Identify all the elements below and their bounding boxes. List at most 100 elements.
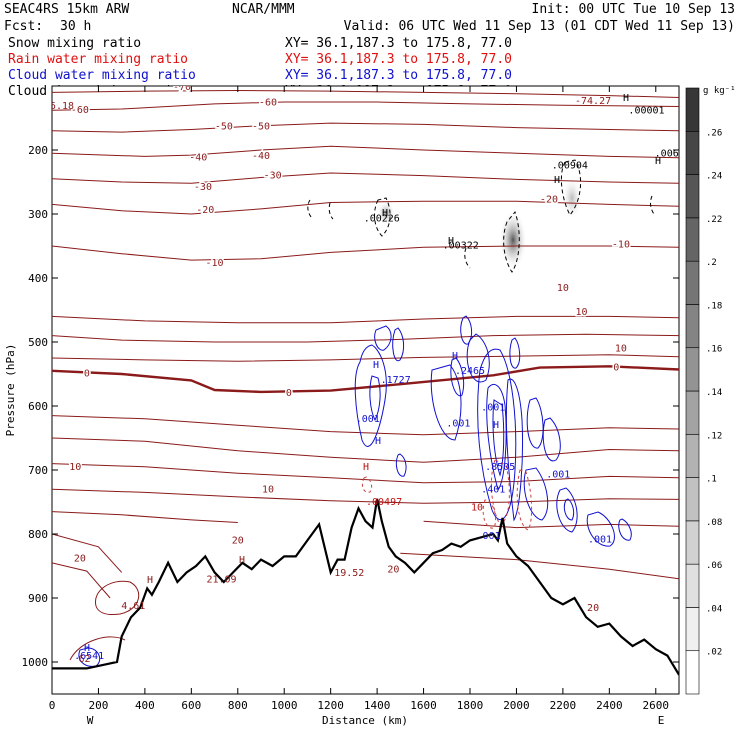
annotation-label: .2465 <box>455 366 485 377</box>
field-annotations: 66.18 62 -74.27 .00226 .00322 .00904 .0065 .000… <box>44 96 679 665</box>
colorbar-tick-label: .04 <box>706 604 722 614</box>
rain-water-contour <box>361 476 373 493</box>
annotation-label: .001 <box>356 414 380 425</box>
cloud-water-contour <box>374 325 392 351</box>
temperature-contour <box>52 245 679 261</box>
temperature-contour-label: 10 <box>262 484 274 495</box>
y-tick-label: 500 <box>28 336 48 349</box>
rain-water-contour <box>482 499 497 529</box>
x-tick-label: 1200 <box>317 699 344 712</box>
colorbar-segment <box>685 650 700 695</box>
colorbar-unit: g kg⁻¹ <box>703 86 736 96</box>
annotation-label: 4.61 <box>121 601 145 612</box>
temperature-contour-label: -40 <box>252 151 270 162</box>
field-name: Cloud water mixing ratio <box>8 68 196 83</box>
max-marker: H <box>382 208 388 219</box>
x-axis-label: Distance (km) <box>322 714 408 727</box>
colorbar-segment <box>685 433 700 478</box>
colorbar-segment <box>685 390 700 435</box>
temperature-contour-label: 10 <box>615 344 627 355</box>
max-marker: H <box>84 643 90 654</box>
x-tick-label: 1800 <box>457 699 484 712</box>
temperature-contour-label: -30 <box>194 182 212 193</box>
colorbar-tick-label: .18 <box>706 301 722 311</box>
cloud-water-contour <box>556 487 578 533</box>
colorbar-tick-label: .12 <box>706 431 722 441</box>
x-tick-label: 400 <box>135 699 155 712</box>
annotation-label: .6541 <box>74 651 104 662</box>
axes: 0 200 400 600 800 1000 1200 1400 1600 1800 2000 220… <box>22 85 679 712</box>
max-marker: H <box>623 93 629 104</box>
snow-patch <box>377 201 395 225</box>
annotation-label: .00226 <box>364 214 400 225</box>
temperature-contour-label: 20 <box>387 564 399 575</box>
snow-patch <box>562 176 582 220</box>
temperature-contour-label: -20 <box>196 205 214 216</box>
snow-core <box>499 210 527 270</box>
plot-content: -70 -60 -60 -50 -50 -40 -40 -30 -30 -20 -20 -10 -10 0… <box>44 86 679 676</box>
temperature-contours: -70 -60 -60 -50 -50 -40 -40 -30 -30 -20 -20 -10 -10 0… <box>52 86 679 661</box>
cloud-water-contour <box>563 498 575 521</box>
y-tick-label: 900 <box>28 592 48 605</box>
colorbar-tick-label: .16 <box>706 345 722 355</box>
x-tick-label: 1400 <box>364 699 391 712</box>
temperature-contour <box>52 172 679 184</box>
rain-water-contour <box>516 469 533 531</box>
temperature-contour-label: 20 <box>74 554 86 565</box>
temperature-contour-label: -30 <box>264 170 282 181</box>
max-marker: H <box>147 575 153 586</box>
colorbar-tick-label: .14 <box>706 388 722 398</box>
temperature-contour <box>400 552 679 580</box>
max-marker: H <box>655 156 661 167</box>
temperature-contour <box>52 333 679 343</box>
field-name: Rain water mixing ratio <box>8 52 188 67</box>
annotation-label: .8505 <box>485 462 515 473</box>
field-xy: XY= 36.1,187.3 to 175.8, 77.0 <box>285 52 512 67</box>
annotation-label: 19.52 <box>334 568 364 579</box>
temperature-contour-label: -40 <box>189 152 207 163</box>
cloud-ice-contour <box>328 202 334 220</box>
x-tick-label: 800 <box>228 699 248 712</box>
annotation-label: 66.18 <box>44 101 74 112</box>
colorbar-segment <box>685 607 700 652</box>
annotation-label: .401 <box>481 484 505 495</box>
cloud-ice-contours <box>307 159 655 273</box>
temperature-contour-label: 0 <box>613 362 619 373</box>
colorbar-segment <box>685 347 700 392</box>
temperature-contour-label: -10 <box>612 239 630 250</box>
y-tick-label: 200 <box>28 144 48 157</box>
colorbar-segment <box>685 520 700 565</box>
cloud-water-contour <box>430 364 462 441</box>
y-tick-label: 600 <box>28 400 48 413</box>
colorbar-segment <box>685 563 700 608</box>
x-tick-label: 2400 <box>596 699 623 712</box>
temperature-contour <box>52 315 679 324</box>
cloud-water-contour <box>460 315 473 345</box>
colorbar-tick-label: .22 <box>706 215 722 225</box>
cloud-water-contour <box>466 333 490 383</box>
colorbar-segment <box>685 217 700 262</box>
cloud-water-contour <box>526 397 544 449</box>
max-marker: H <box>363 462 369 473</box>
annotation-label: .001 <box>588 534 612 545</box>
max-marker: H <box>554 175 560 186</box>
annotation-label: .00322 <box>443 241 479 252</box>
temperature-contour <box>52 200 679 215</box>
y-tick-label: 700 <box>28 464 48 477</box>
x-tick-label: 0 <box>49 699 56 712</box>
temperature-contour-label: -50 <box>215 122 233 133</box>
cloud-water-contour <box>392 327 405 362</box>
temperature-contour-label: 10 <box>69 462 81 473</box>
cloud-ice-contour <box>307 199 313 219</box>
annotation-label: .00001 <box>628 106 664 117</box>
cloud-water-contours <box>78 315 632 667</box>
temperature-contour-label: 0 <box>84 369 90 380</box>
temperature-contour <box>52 511 238 523</box>
colorbar-segment <box>685 174 700 219</box>
temperature-contour <box>52 101 679 111</box>
temperature-contour-label: -50 <box>252 122 270 133</box>
init-time: Init: 00 UTC Tue 10 Sep 13 <box>532 2 736 17</box>
cloud-ice-contour <box>560 159 582 216</box>
colorbar-tick-label: .1 <box>706 475 717 485</box>
